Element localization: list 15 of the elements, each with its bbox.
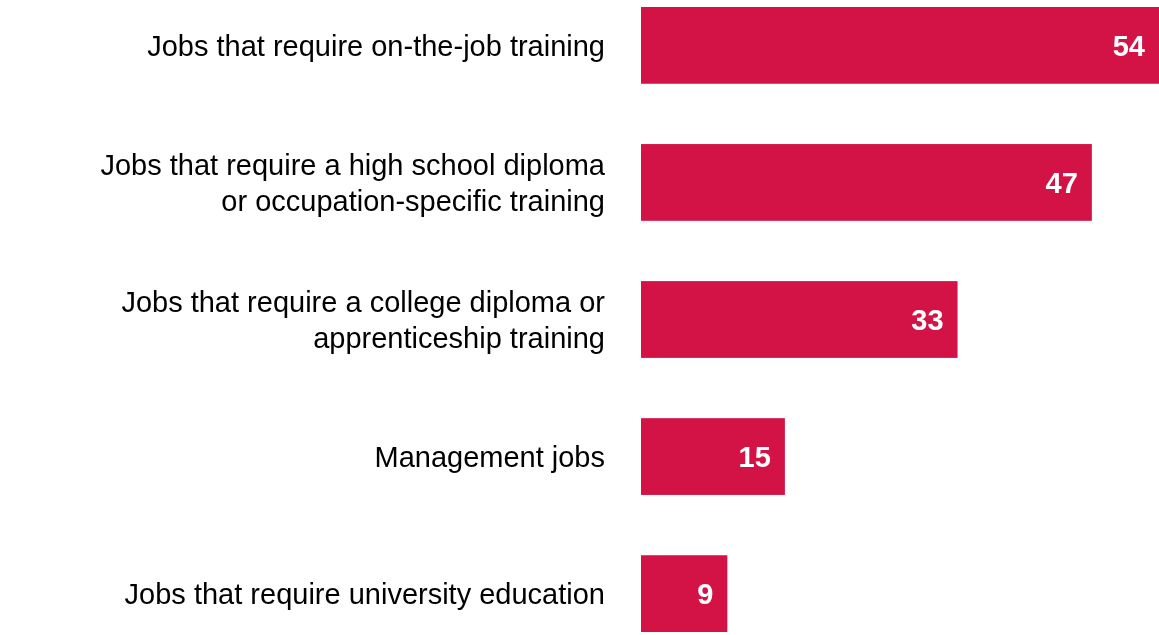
data-label: 47 <box>1045 166 1078 199</box>
y-tick-label: Jobs that require university education <box>124 577 605 610</box>
bar <box>641 144 1092 221</box>
bar <box>641 281 958 358</box>
y-tick-label: Jobs that require a high school diploma or occupation-specific training <box>100 148 606 217</box>
bar <box>641 7 1159 84</box>
data-label: 33 <box>911 303 944 336</box>
y-tick-label: Jobs that require a college diploma or apprenticeship training <box>121 285 606 354</box>
data-label: 54 <box>1112 29 1145 62</box>
bar <box>641 555 728 632</box>
data-label: 9 <box>697 577 714 610</box>
bar <box>641 418 785 495</box>
data-label: 15 <box>738 440 771 473</box>
y-tick-label: Management jobs <box>374 440 605 473</box>
y-tick-label: Jobs that require on-the-job training <box>147 29 605 62</box>
